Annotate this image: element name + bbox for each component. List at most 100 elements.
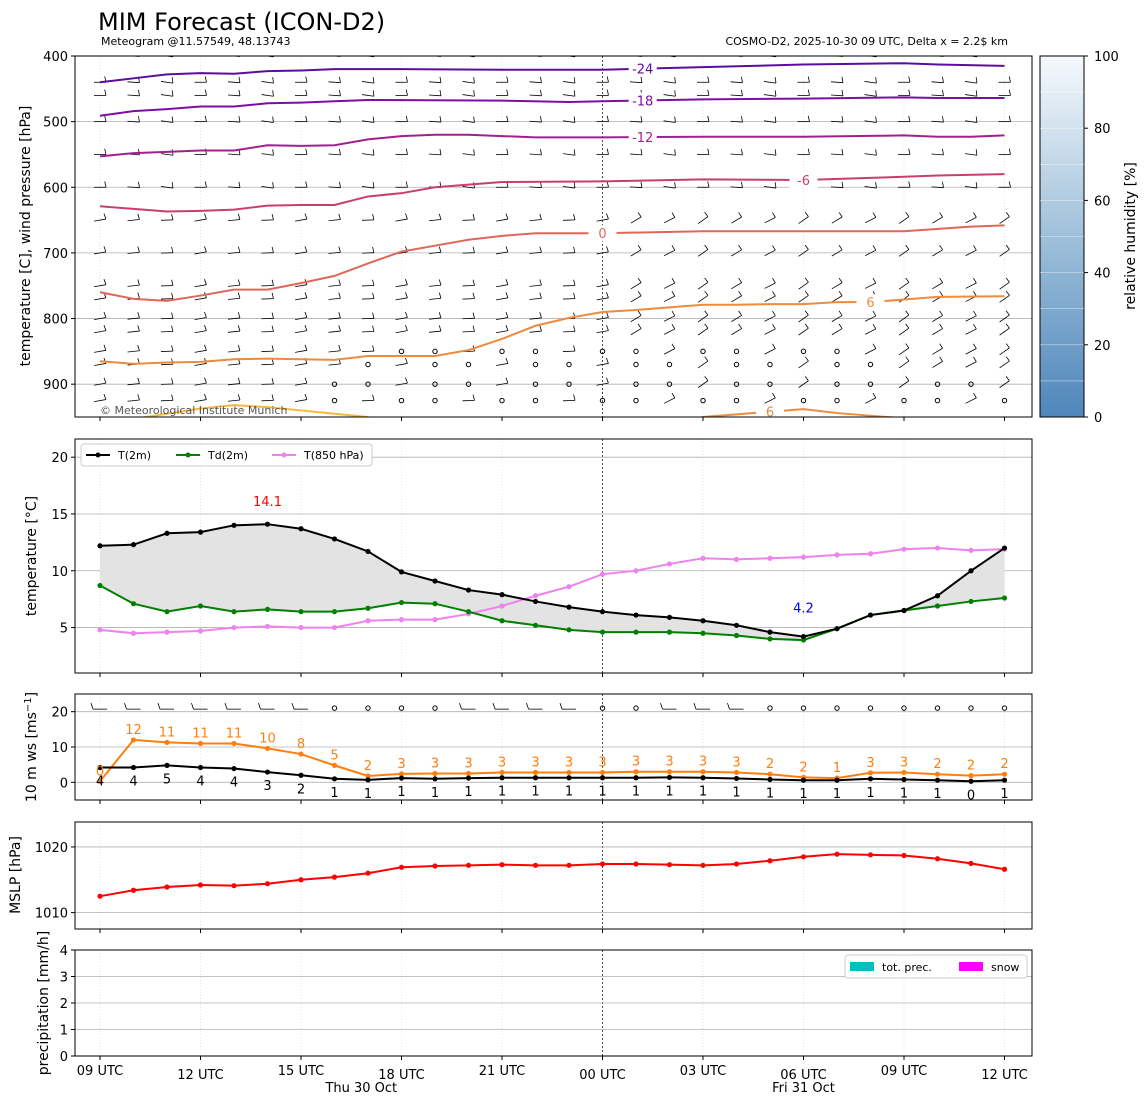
gust-point bbox=[298, 751, 303, 756]
wind-speed-value-label: 4 bbox=[230, 776, 238, 791]
model-info: COSMO-D2, 2025-10-30 09 UTC, Delta x = 2… bbox=[725, 35, 1008, 48]
wind-barb bbox=[661, 703, 677, 709]
contour-label: 0 bbox=[598, 227, 606, 242]
calm-wind-symbol bbox=[332, 706, 336, 710]
wind-speed-value-label: 1 bbox=[632, 785, 640, 800]
legend-t2m: T(2m) bbox=[117, 449, 151, 462]
wind-barb bbox=[192, 703, 208, 709]
gust-point bbox=[700, 769, 705, 774]
gust-value-label: 3 bbox=[732, 755, 740, 770]
gust-value-label: 2 bbox=[766, 757, 774, 772]
t2m-point bbox=[131, 542, 136, 547]
mslp-line bbox=[100, 854, 1005, 896]
gust-value-label: 3 bbox=[531, 755, 539, 770]
wind-barb bbox=[597, 50, 609, 56]
barb-flag bbox=[728, 703, 730, 709]
page-title: MIM Forecast (ICON-D2) bbox=[98, 8, 385, 36]
gust-point bbox=[901, 770, 906, 775]
t850-point bbox=[365, 618, 370, 623]
t2m-point bbox=[834, 626, 839, 631]
y-tick-label: 3 bbox=[60, 971, 68, 986]
mslp-point bbox=[868, 852, 873, 857]
t2m-point bbox=[767, 630, 772, 635]
mslp-point bbox=[164, 884, 169, 889]
t850-point bbox=[399, 617, 404, 622]
gust-point bbox=[633, 769, 638, 774]
t850-point bbox=[97, 627, 102, 632]
t2m-point bbox=[499, 592, 504, 597]
t2m-point bbox=[633, 612, 638, 617]
wind-speed-value-label: 1 bbox=[732, 785, 740, 800]
temperature-legend: T(2m) Td(2m) T(850 hPa) bbox=[81, 444, 372, 466]
min-temp-label: 4.2 bbox=[793, 602, 814, 617]
y-tick-label: 10 bbox=[51, 565, 68, 580]
wind-barb bbox=[560, 703, 576, 709]
wind-speed-point bbox=[365, 777, 370, 782]
barb-flag bbox=[259, 703, 261, 709]
legend-total-precip: tot. prec. bbox=[882, 961, 932, 974]
gust-value-label: 3 bbox=[598, 755, 606, 770]
td2m-point bbox=[533, 623, 538, 628]
calm-wind-symbol bbox=[969, 706, 973, 710]
wind-barb bbox=[898, 50, 910, 56]
mslp-point bbox=[198, 882, 203, 887]
wind-speed-point bbox=[198, 765, 203, 770]
t850-point bbox=[298, 625, 303, 630]
date-label: Fri 31 Oct bbox=[772, 1081, 835, 1096]
x-tick-label: 21 UTC bbox=[479, 1064, 525, 1079]
wind-speed-point bbox=[700, 775, 705, 780]
barb-flag bbox=[406, 50, 407, 56]
td2m-point bbox=[131, 601, 136, 606]
calm-wind-symbol bbox=[433, 706, 437, 710]
gust-point bbox=[667, 769, 672, 774]
t2m-point bbox=[466, 587, 471, 592]
gust-point bbox=[734, 770, 739, 775]
barb-flag bbox=[708, 50, 709, 56]
gust-value-label: 2 bbox=[1000, 757, 1008, 772]
td2m-point bbox=[164, 609, 169, 614]
td2m-point bbox=[332, 609, 337, 614]
wind-speed-value-label: 1 bbox=[531, 785, 539, 800]
calm-wind-symbol bbox=[634, 706, 638, 710]
t850-point bbox=[131, 631, 136, 636]
gust-value-label: 2 bbox=[364, 759, 372, 774]
t2m-point bbox=[399, 569, 404, 574]
td2m-point bbox=[399, 600, 404, 605]
gust-value-label: 3 bbox=[464, 757, 472, 772]
t850-point bbox=[767, 556, 772, 561]
wind-speed-point bbox=[533, 775, 538, 780]
calm-wind-symbol bbox=[768, 706, 772, 710]
wind-barb bbox=[292, 703, 308, 709]
gust-value-label: 3 bbox=[431, 757, 439, 772]
wind-barb bbox=[396, 50, 408, 56]
meteogram-location: Meteogram @11.57549, 48.13743 bbox=[101, 35, 291, 48]
mslp-point bbox=[968, 861, 973, 866]
t850-point bbox=[265, 624, 270, 629]
wind-barb bbox=[728, 703, 744, 709]
gust-value-label: 3 bbox=[665, 755, 673, 770]
y-tick-label: 0 bbox=[60, 1050, 68, 1065]
mslp-point bbox=[131, 888, 136, 893]
colorbar-tick-label: 100 bbox=[1094, 50, 1119, 65]
wind-speed-point bbox=[801, 778, 806, 783]
mslp-point bbox=[633, 861, 638, 866]
t850-point bbox=[868, 551, 873, 556]
wind-speed-value-label: 1 bbox=[598, 785, 606, 800]
td2m-point bbox=[365, 606, 370, 611]
barb-flag bbox=[158, 703, 160, 709]
date-label: Thu 30 Oct bbox=[324, 1081, 397, 1096]
contour-label: 6 bbox=[866, 296, 874, 311]
barb-flag bbox=[1009, 50, 1010, 56]
wind-speed-value-label: 2 bbox=[297, 782, 305, 797]
td2m-point bbox=[600, 630, 605, 635]
td2m-point bbox=[466, 609, 471, 614]
mslp-point bbox=[801, 854, 806, 859]
barb-flag bbox=[292, 703, 294, 709]
mslp-point bbox=[432, 863, 437, 868]
t2m-point bbox=[566, 605, 571, 610]
wind-speed-value-label: 1 bbox=[565, 785, 573, 800]
gust-point bbox=[868, 770, 873, 775]
